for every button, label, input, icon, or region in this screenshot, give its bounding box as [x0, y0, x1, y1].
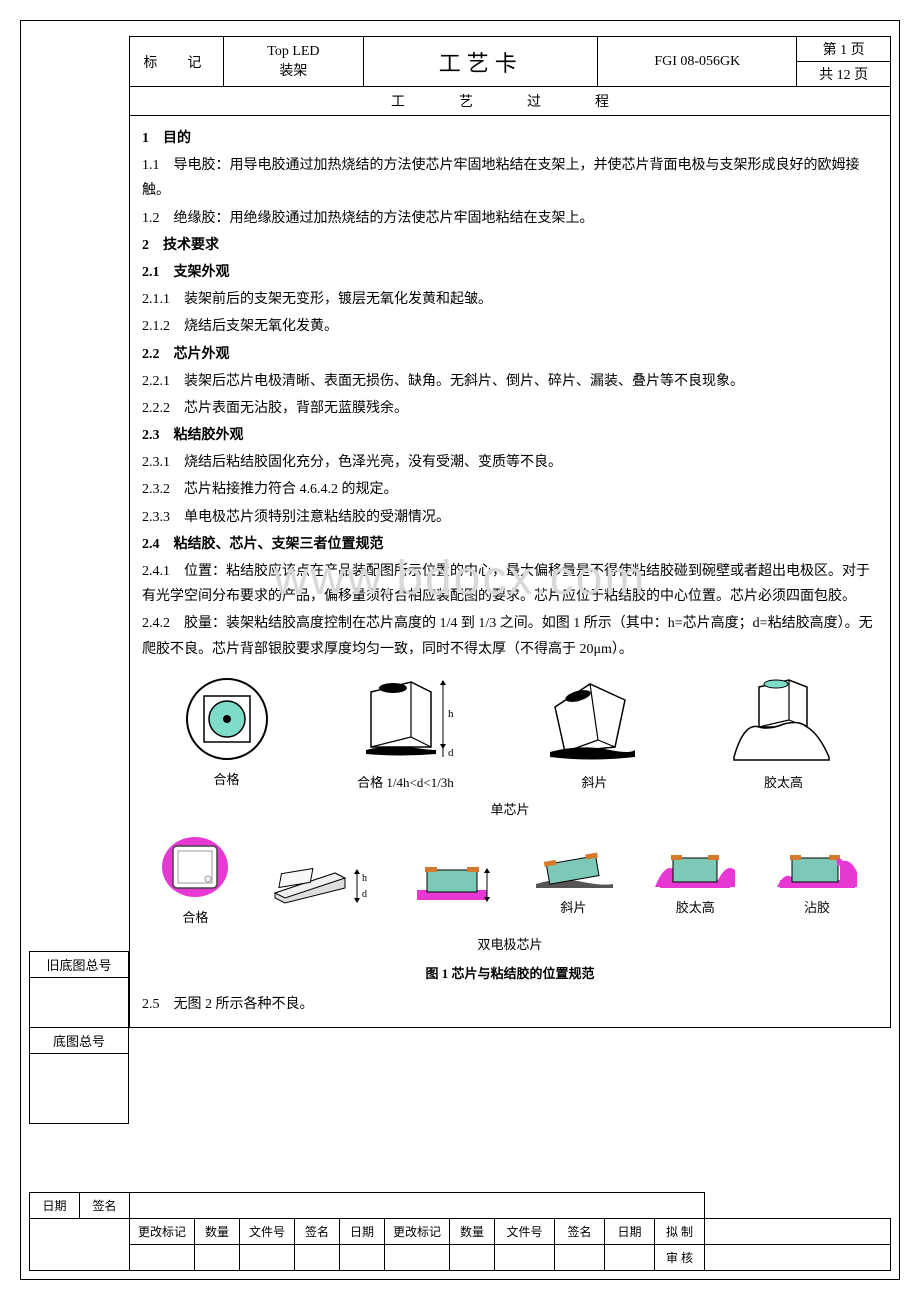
s2-heading: 2 技术要求: [142, 233, 878, 258]
s2-1-1: 2.1.1 装架前后的支架无变形，镀层无氧化发黄和起皱。: [142, 287, 878, 312]
s2-4-2: 2.4.2 胶量：装架粘结胶高度控制在芯片高度的 1/4 到 1/3 之间。如图…: [142, 611, 878, 661]
fig1-title: 图 1 芯片与粘结胶的位置规范: [142, 962, 878, 985]
header-table: 标 记 Top LED 装架 工艺卡 FGI 08-056GK 第 1 页 共 …: [129, 36, 891, 87]
doc-title: 工艺卡: [364, 37, 598, 87]
doc-number: FGI 08-056GK: [598, 37, 797, 87]
s2-1-2: 2.1.2 烧结后支架无氧化发黄。: [142, 314, 878, 339]
s2-4-1: 2.4.1 位置：粘结胶应该点在产品装配图所示位置的中心，最大偏移量是不得使粘结…: [142, 559, 878, 609]
s1-2: 1.2 绝缘胶：用绝缘胶通过加热烧结的方法使芯片牢固地粘结在支架上。: [142, 206, 878, 231]
s2-4-heading: 2.4 粘结胶、芯片、支架三者位置规范: [142, 532, 878, 557]
process-header: 工 艺 过 程: [129, 87, 891, 116]
fig2-too-high: 胶太高: [650, 842, 740, 919]
svg-text:d: d: [448, 747, 454, 759]
svg-text:d: d: [362, 889, 367, 900]
left-old-drawing-box: 旧底图总号 底图总号: [29, 951, 129, 1124]
content-area: 1 目的 1.1 导电胶：用导电胶通过加热烧结的方法使芯片牢固地粘结在支架上，并…: [129, 116, 891, 1028]
page-current: 第 1 页: [797, 37, 891, 62]
product-name: Top LED 装架: [223, 37, 363, 87]
fig-ok-height: h d 合格 1/4h<d<1/3h: [351, 672, 461, 794]
fig2-ok-top: 合格: [158, 832, 233, 929]
page-frame: www.bdocx.com 标 记 Top LED 装架 工艺卡 FGI 08-…: [20, 20, 900, 1280]
svg-text:h: h: [448, 708, 454, 720]
s1-heading: 1 目的: [142, 126, 878, 151]
single-chip-label: 单芯片: [142, 798, 878, 821]
fig2-ok-side: h d: [265, 853, 375, 908]
footer-area: 日期 签名 更改标记 数量 文件号 签名 日期 更改标记 数量 文件号 签名 日…: [29, 1192, 891, 1271]
s2-2-1: 2.2.1 装架后芯片电极清晰、表面无损伤、缺角。无斜片、倒片、碎片、漏装、叠片…: [142, 369, 878, 394]
figure-row-1: 合格 h d 合格 1/4h<d<1/3h: [142, 672, 878, 794]
mark-label: 标 记: [130, 37, 224, 87]
fig2-tilted: 斜片: [528, 842, 618, 919]
footer-table: 日期 签名 更改标记 数量 文件号 签名 日期 更改标记 数量 文件号 签名 日…: [29, 1192, 891, 1271]
fig-tilted: 斜片: [540, 672, 650, 794]
fig2-contaminated: 沾胶: [772, 842, 862, 919]
page-total: 共 12 页: [797, 62, 891, 87]
s2-3-3: 2.3.3 单电极芯片须特别注意粘结胶的受潮情况。: [142, 505, 878, 530]
s2-2-heading: 2.2 芯片外观: [142, 342, 878, 367]
s2-3-1: 2.3.1 烧结后粘结胶固化充分，色泽光亮，没有受潮、变质等不良。: [142, 450, 878, 475]
double-chip-label: 双电极芯片: [142, 933, 878, 956]
s2-5: 2.5 无图 2 所示各种不良。: [142, 992, 878, 1017]
s2-2-2: 2.2.2 芯片表面无沾胶，背部无蓝膜残余。: [142, 396, 878, 421]
svg-text:h: h: [362, 873, 367, 884]
s1-1: 1.1 导电胶：用导电胶通过加热烧结的方法使芯片牢固地粘结在支架上，并使芯片背面…: [142, 153, 878, 203]
s2-3-heading: 2.3 粘结胶外观: [142, 423, 878, 448]
s2-1-heading: 2.1 支架外观: [142, 260, 878, 285]
fig-ok-top: 合格: [182, 674, 272, 791]
figure-row-2: 合格 h d: [142, 832, 878, 929]
fig2-normal: [407, 855, 497, 905]
s2-3-2: 2.3.2 芯片粘接推力符合 4.6.4.2 的规定。: [142, 477, 878, 502]
fig-too-high: 胶太高: [729, 672, 839, 794]
